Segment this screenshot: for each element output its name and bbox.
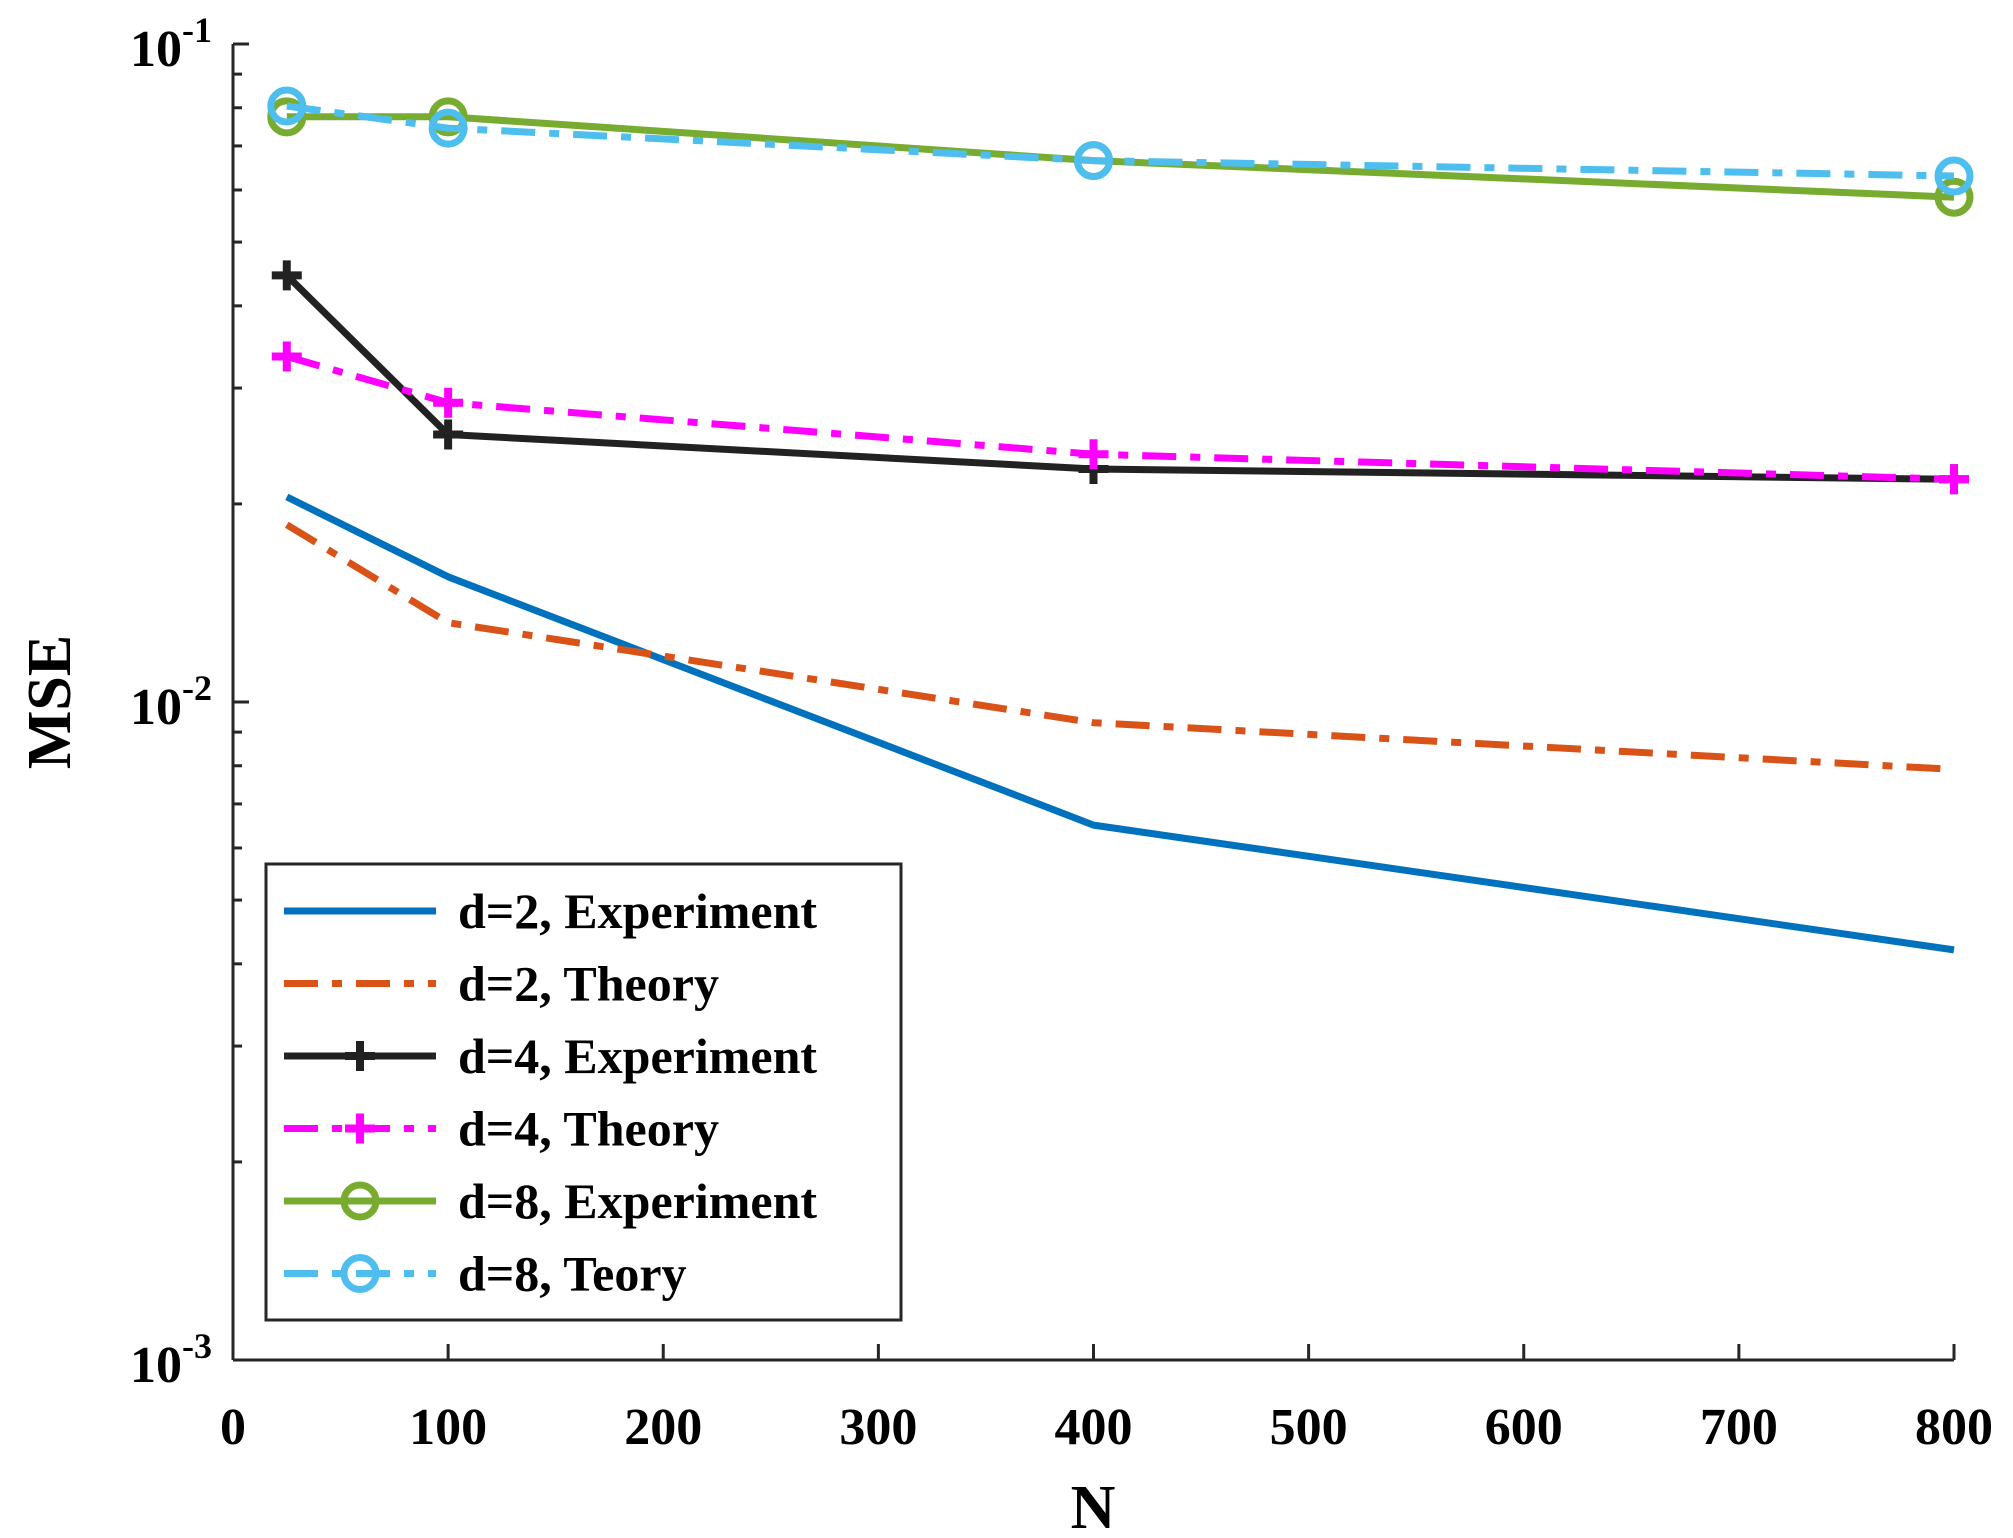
series-3-marker	[271, 260, 302, 291]
series-6-marker	[267, 86, 307, 126]
y-axis-title: MSE	[16, 635, 84, 769]
y-tick-label: 10-2	[130, 668, 212, 736]
x-tick-label: 800	[1915, 1399, 1993, 1456]
series-5-marker	[1934, 177, 1974, 217]
legend-label-1: d=2, Experiment	[458, 883, 817, 939]
legend-marker-4	[345, 1113, 375, 1144]
legend-label-6: d=8, Teory	[458, 1246, 687, 1302]
legend-marker-5	[340, 1181, 380, 1221]
series-4-marker	[1939, 464, 1969, 495]
series-4-marker	[271, 341, 302, 372]
series-5-marker	[428, 97, 468, 137]
x-tick-label: 100	[409, 1399, 487, 1456]
series-line-4	[285, 353, 1955, 483]
legend-label-3: d=4, Experiment	[458, 1028, 817, 1084]
x-tick-label: 400	[1055, 1399, 1133, 1456]
legend: d=2, Experiment d=2, Theory d=4, Experimen…	[264, 862, 903, 1322]
series-4-marker	[1078, 439, 1109, 470]
x-tick-label: 600	[1485, 1399, 1563, 1456]
x-tick-label: 300	[839, 1399, 917, 1456]
series-layer	[267, 86, 1974, 954]
legend-box	[264, 862, 903, 1322]
series-line-6	[286, 102, 1955, 180]
series-3-marker	[433, 419, 464, 450]
legend-label-2: d=2, Theory	[458, 956, 719, 1012]
x-axis-title: N	[1071, 1474, 1116, 1538]
series-4-marker	[433, 387, 464, 418]
x-tick-label: 0	[220, 1399, 246, 1456]
series-6-marker	[1074, 141, 1113, 181]
x-tick-label: 200	[624, 1399, 702, 1456]
legend-label-5: d=8, Experiment	[458, 1173, 817, 1229]
legend-label-4: d=4, Theory	[458, 1101, 719, 1157]
series-6-marker	[1934, 156, 1974, 196]
x-tick-label: 700	[1700, 1399, 1778, 1456]
y-tick-label: 10-1	[130, 10, 212, 78]
series-6-marker	[428, 108, 468, 148]
x-tick-label: 500	[1270, 1399, 1348, 1456]
series-line-2	[284, 521, 1955, 773]
y-tick-label: 10-3	[130, 1326, 212, 1394]
series-line-1	[285, 493, 1955, 954]
legend-marker-6	[340, 1254, 380, 1293]
series-line-3	[284, 272, 1955, 483]
axes-layer: 0 100 200 300 400 500 600 700 800 10-3 10-2 10-1	[130, 10, 1993, 1456]
legend-marker-3	[345, 1041, 375, 1071]
